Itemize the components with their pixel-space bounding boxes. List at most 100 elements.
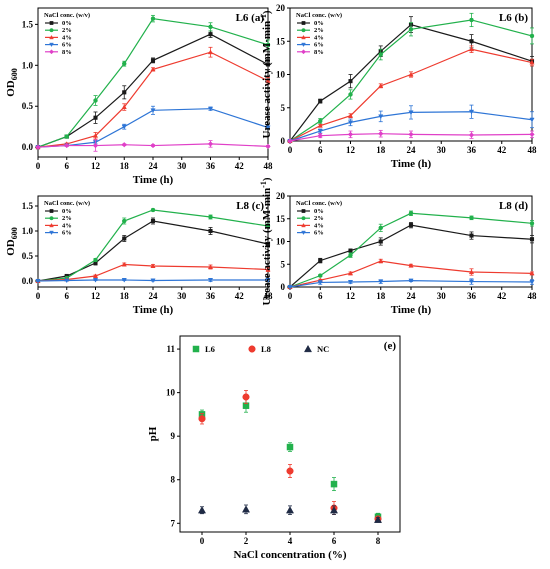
data-point <box>529 237 535 242</box>
data-point <box>150 66 156 72</box>
legend-label: L6 <box>205 344 215 354</box>
x-tick-label: 0 <box>288 291 293 301</box>
data-point <box>208 214 213 220</box>
data-point <box>265 125 271 131</box>
panel-label-letter: (d) <box>515 200 529 212</box>
legend-marker <box>301 28 306 33</box>
x-tick-label: 48 <box>528 291 538 301</box>
panel-title-name: L8 <box>236 200 252 212</box>
data-point <box>529 131 535 138</box>
data-point <box>150 218 156 224</box>
legend-label: 6% <box>62 230 72 237</box>
x-tick-label: 42 <box>235 291 245 301</box>
y-axis-label-superscript: -1 <box>259 14 268 21</box>
panel-title-name: L6 <box>499 12 515 24</box>
panel-title: (e) <box>384 340 397 352</box>
x-tick-label: 30 <box>437 291 447 301</box>
legend-label: 8% <box>62 49 72 56</box>
data-point <box>529 270 535 276</box>
chart-panel-b: 0 6 12 18 24 30 36 42 48 0 5 10 15 20 Time (h) Urease a… <box>259 3 537 170</box>
panel-title: L6 (b) <box>499 12 528 24</box>
data-point <box>348 79 353 84</box>
legend-marker <box>49 216 54 221</box>
data-point <box>208 24 213 30</box>
legend: L6 L8 NC <box>192 344 329 354</box>
data-point <box>529 280 535 285</box>
series-8pct <box>287 129 535 144</box>
series-2pct <box>287 12 535 144</box>
data-point <box>317 123 323 128</box>
data-point <box>64 134 69 139</box>
x-tick-label: 36 <box>467 145 477 155</box>
y-axis-label: Urease activity (mM·min-1) <box>259 10 273 138</box>
legend-marker <box>49 34 54 40</box>
legend-label: 2% <box>314 215 324 222</box>
series-6pct <box>287 104 535 144</box>
data-point <box>529 221 535 226</box>
data-point <box>287 285 293 290</box>
legend-marker <box>301 34 306 40</box>
legend-label: 4% <box>314 34 324 41</box>
data-point <box>329 506 339 514</box>
x-tick-label: 42 <box>235 161 245 171</box>
x-tick-label: 48 <box>264 291 274 301</box>
data-point <box>92 278 99 283</box>
panel-label-letter: (b) <box>515 12 529 24</box>
x-tick-label: 18 <box>376 291 386 301</box>
y-axis-label-main: OD <box>5 239 17 256</box>
data-point <box>468 269 475 274</box>
data-point <box>408 262 414 268</box>
x-tick-label: 18 <box>376 145 386 155</box>
series-4pct <box>287 258 535 289</box>
x-tick-label: 0 <box>36 291 41 301</box>
data-point <box>408 110 414 116</box>
series-L6 <box>198 398 382 521</box>
data-point <box>378 114 384 120</box>
legend-label: 0% <box>314 20 324 27</box>
legend-label: 2% <box>62 215 72 222</box>
series-8pct <box>35 139 271 152</box>
series-2pct <box>287 210 535 290</box>
x-tick-label: 6 <box>332 536 337 546</box>
y-axis-label-subscript: 600 <box>10 68 19 80</box>
y-axis-label: OD600 <box>5 68 19 97</box>
data-point <box>408 27 414 32</box>
data-point <box>150 108 156 114</box>
data-point <box>35 279 41 284</box>
x-tick-label: 48 <box>528 145 538 155</box>
data-point <box>318 118 323 124</box>
y-axis-label-superscript: -1 <box>259 181 268 188</box>
legend-label: 2% <box>314 27 324 34</box>
y-tick-label: 0.5 <box>22 251 34 261</box>
data-point <box>378 52 383 57</box>
x-tick-label: 24 <box>407 291 417 301</box>
data-point <box>150 278 156 284</box>
y-tick-label: 5 <box>281 103 286 113</box>
panel-title: L8 (c) <box>236 200 264 212</box>
data-point <box>265 266 271 272</box>
y-axis-label-end: ) <box>261 10 273 14</box>
data-point <box>347 131 354 138</box>
x-tick-label: 36 <box>206 161 216 171</box>
legend-marker <box>301 222 306 228</box>
data-point <box>529 117 535 123</box>
y-tick-label: 0.5 <box>22 101 34 111</box>
plot-frame <box>37 7 269 158</box>
data-point <box>265 143 271 150</box>
series-4pct <box>287 45 535 143</box>
legend: NaCl conc. (w/v)0%2%4%6%8% <box>44 12 90 56</box>
series-line <box>289 48 533 142</box>
data-point <box>468 132 475 138</box>
panel-label-letter: (c) <box>252 200 265 212</box>
legend-label: 2% <box>62 27 72 34</box>
series-line <box>37 17 269 148</box>
legend-title: NaCl conc. (w/v) <box>44 200 90 207</box>
legend-marker <box>49 28 54 33</box>
x-tick-label: 24 <box>149 161 159 171</box>
data-point <box>378 279 384 285</box>
data-point <box>93 98 98 103</box>
legend-marker <box>301 49 306 55</box>
legend-marker <box>301 21 306 25</box>
y-tick-label: 1.5 <box>22 19 34 29</box>
y-tick-label: 0.0 <box>22 142 34 152</box>
